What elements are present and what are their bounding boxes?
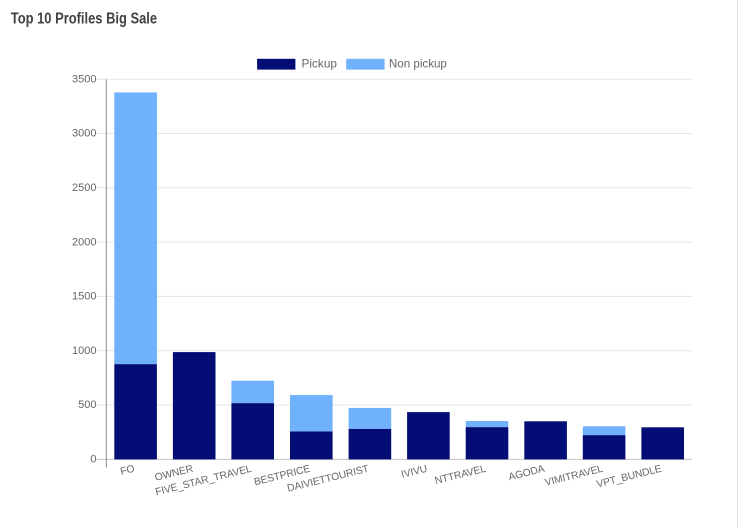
svg-text:2000: 2000 [72,236,96,248]
svg-text:1000: 1000 [72,345,96,357]
svg-text:0: 0 [90,454,96,466]
svg-text:Non pickup: Non pickup [389,57,447,71]
svg-text:2500: 2500 [72,182,96,194]
svg-text:500: 500 [78,399,96,411]
svg-text:Top 10 Profiles Big Sale: Top 10 Profiles Big Sale [11,10,158,27]
svg-text:Pickup: Pickup [302,57,338,71]
svg-text:FO: FO [119,464,135,478]
svg-text:3500: 3500 [72,73,96,85]
svg-text:1500: 1500 [72,291,96,303]
svg-text:3000: 3000 [72,128,96,140]
